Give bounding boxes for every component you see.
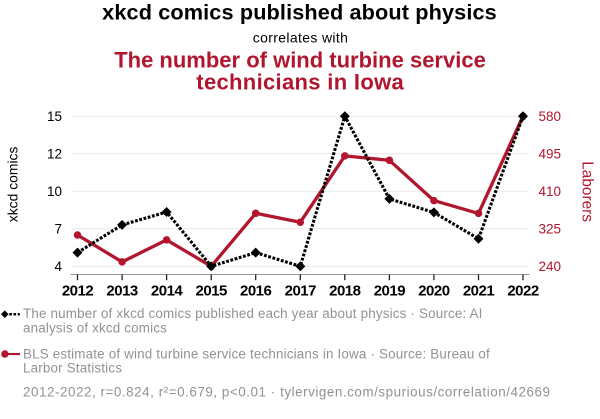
svg-text:Laborers: Laborers <box>579 161 596 222</box>
svg-text:The number of wind turbine ser: The number of wind turbine service <box>114 48 486 73</box>
svg-text:580: 580 <box>539 109 562 124</box>
svg-text:10: 10 <box>47 184 62 199</box>
svg-text:xkcd comics: xkcd comics <box>4 147 20 223</box>
svg-text:analysis of xkcd comics: analysis of xkcd comics <box>23 320 167 335</box>
svg-text:2019: 2019 <box>374 282 406 299</box>
svg-text:15: 15 <box>47 109 62 124</box>
svg-text:Larbor Statistics: Larbor Statistics <box>23 361 122 376</box>
svg-text:410: 410 <box>539 184 562 199</box>
svg-text:2020: 2020 <box>418 282 450 299</box>
svg-text:240: 240 <box>539 259 562 274</box>
svg-text:2017: 2017 <box>285 282 317 299</box>
svg-text:495: 495 <box>539 147 562 162</box>
svg-text:2012: 2012 <box>62 282 94 299</box>
svg-text:2012-2022, r=0.824, r²=0.679,: 2012-2022, r=0.824, r²=0.679, p<0.01 · t… <box>23 385 550 400</box>
svg-text:The number of xkcd comics publ: The number of xkcd comics published each… <box>23 306 483 321</box>
svg-text:2022: 2022 <box>507 282 539 299</box>
svg-text:correlates with: correlates with <box>253 30 349 46</box>
svg-text:12: 12 <box>47 147 62 162</box>
svg-text:2014: 2014 <box>151 282 184 299</box>
svg-text:2015: 2015 <box>196 282 228 299</box>
svg-text:325: 325 <box>539 222 562 237</box>
svg-text:2016: 2016 <box>240 282 272 299</box>
svg-text:BLS estimate of wind turbine s: BLS estimate of wind turbine service tec… <box>23 346 490 361</box>
svg-text:7: 7 <box>54 222 62 237</box>
svg-text:4: 4 <box>54 259 62 274</box>
svg-text:2013: 2013 <box>106 282 138 299</box>
svg-text:technicians in Iowa: technicians in Iowa <box>196 70 404 95</box>
svg-text:2018: 2018 <box>329 282 361 299</box>
svg-text:2021: 2021 <box>463 282 495 299</box>
svg-text:xkcd comics published about ph: xkcd comics published about physics <box>102 0 497 25</box>
